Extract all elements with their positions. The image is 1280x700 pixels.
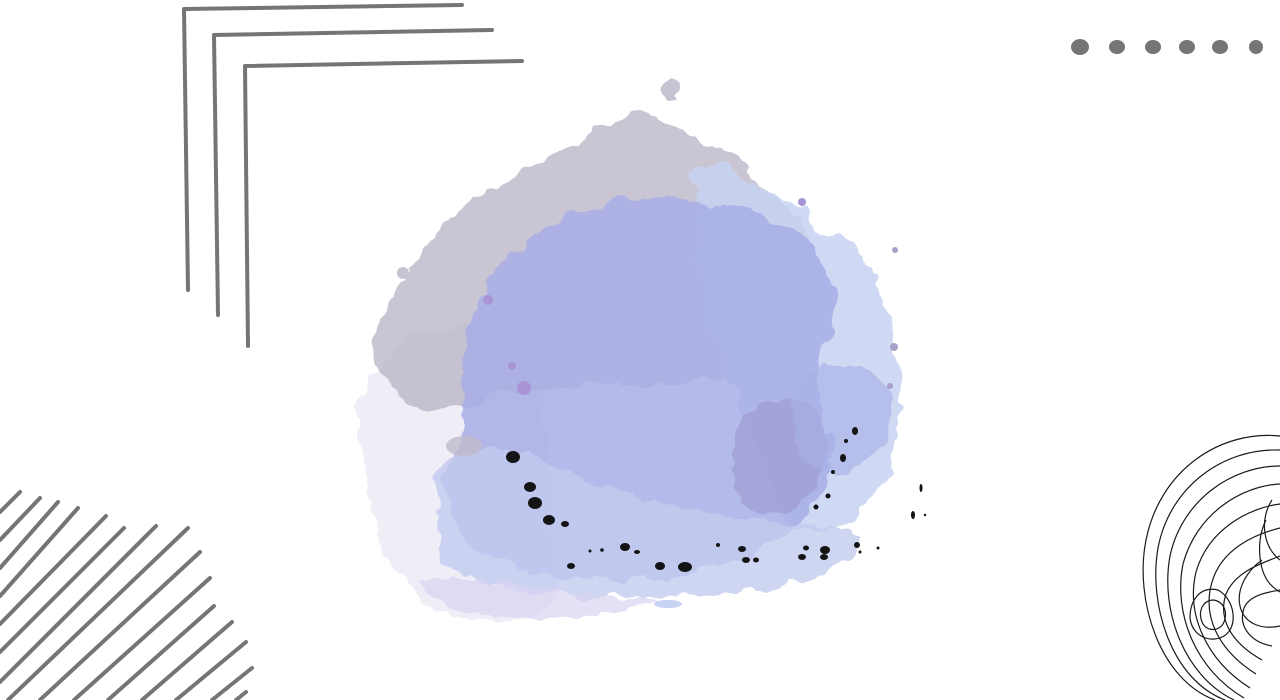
- dot: [1179, 40, 1195, 54]
- dot: [1212, 40, 1228, 54]
- corner-line-3: [243, 59, 524, 348]
- ink-splatter-icon: [506, 427, 927, 572]
- dot: [1109, 40, 1125, 54]
- dot: [1071, 39, 1089, 55]
- dot-row-icon: [1071, 39, 1263, 55]
- contour-rings-icon: [1142, 434, 1280, 700]
- watercolor-splash-icon: [359, 80, 900, 621]
- corner-lines-icon: [182, 3, 524, 348]
- corner-line-1: [182, 3, 464, 292]
- dot: [1145, 40, 1161, 54]
- diagonal-hatching-icon: [0, 490, 254, 700]
- corner-line-2: [212, 28, 494, 317]
- dot: [1249, 40, 1263, 54]
